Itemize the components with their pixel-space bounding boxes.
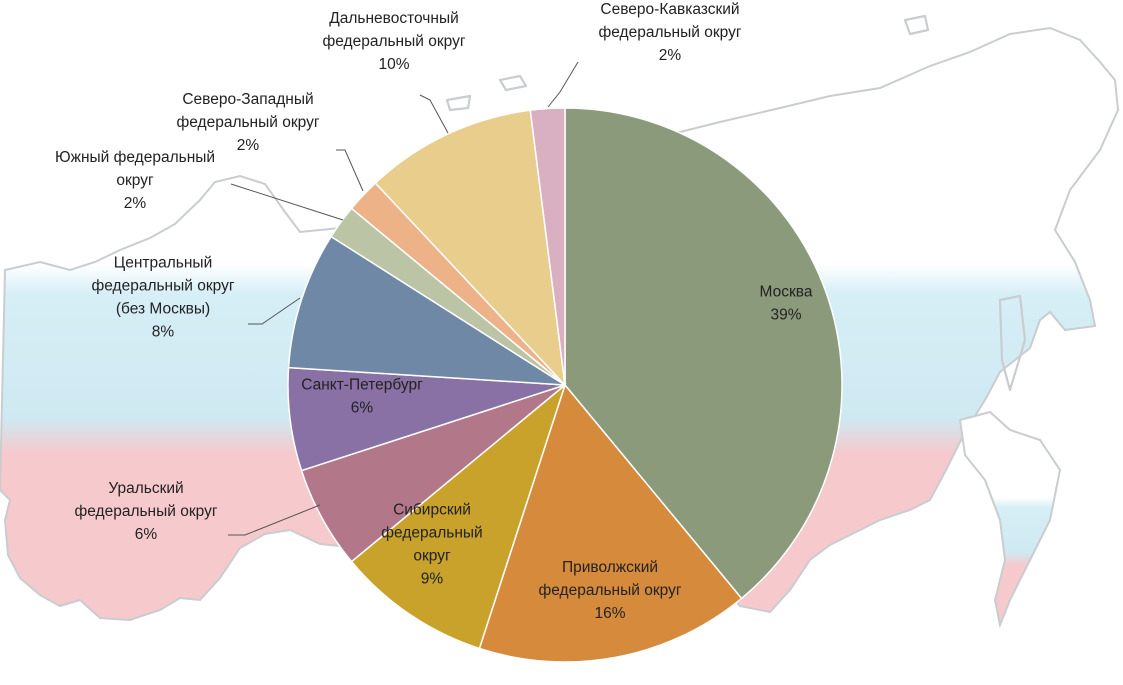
slice-name-line: Южный федеральный (55, 149, 215, 166)
slice-label-8: Дальневосточный федеральный округ 10% (323, 10, 466, 73)
slice-percent-label: 2% (659, 47, 682, 64)
pie-slice-5 (287, 235, 566, 386)
pie-slice-0 (564, 107, 843, 600)
slice-label-6: Южный федеральный округ 2% (55, 149, 215, 212)
slice-percent-label: 6% (135, 526, 158, 543)
slice-name-line: Северо-Западный (182, 91, 313, 108)
slice-name-line: федеральный округ (75, 503, 218, 520)
map-island-3 (903, 14, 930, 36)
slice-name-line: Санкт-Петербург (301, 377, 423, 394)
pie-slice-2 (350, 382, 567, 650)
slice-name-line: Дальневосточный (329, 10, 459, 27)
slice-label-9: Северо-Кавказский федеральный округ 2% (599, 1, 742, 64)
slice-name-line: федеральный (381, 525, 482, 542)
slice-label-4: Санкт-Петербург 6% (301, 377, 423, 417)
slice-label-3: Уральский федеральный округ 6% (75, 480, 218, 543)
leader-line-9 (547, 61, 579, 108)
leader-line-3 (228, 504, 321, 536)
slice-name-line: Москва (760, 284, 813, 301)
slice-percent-label: 16% (594, 605, 625, 622)
slice-name-line: округ (116, 172, 154, 189)
slice-label-7: Северо-Западный федеральный округ 2% (177, 91, 320, 154)
slice-percent-label: 2% (237, 137, 260, 154)
slice-name-line: Центральный (114, 255, 212, 272)
pie-slice-9 (529, 107, 566, 386)
slice-name-line: (без Москвы) (116, 301, 210, 318)
map-sakhalin (998, 294, 1027, 392)
slice-percent-label: 39% (770, 307, 801, 324)
leader-line-8 (419, 94, 449, 134)
leader-line-7 (336, 149, 364, 192)
slice-name-line: федеральный округ (539, 582, 682, 599)
leader-line-6 (230, 183, 344, 221)
pie-slice-1 (478, 383, 743, 663)
slice-name-line: федеральный округ (92, 278, 235, 295)
map-far-east-peninsula (958, 410, 1062, 629)
slice-name-line: Северо-Кавказский (600, 1, 739, 18)
slice-percent-label: 9% (421, 571, 444, 588)
slice-name-line: федеральный округ (323, 33, 466, 50)
slice-label-2: Сибирский федеральный округ 9% (381, 502, 482, 588)
map-island-2 (498, 74, 528, 92)
slice-label-1: Приволжский федеральный округ 16% (539, 559, 682, 622)
pie-slice-8 (374, 109, 567, 388)
slice-percent-label: 10% (378, 56, 409, 73)
slice-labels: Москва 39% Приволжский федеральный округ 16%… (55, 1, 813, 622)
slice-label-5: Центральный федеральный округ (без Москвы)… (92, 255, 235, 341)
leader-lines (228, 61, 579, 536)
slice-name-line: Уральский (108, 480, 183, 497)
slice-name-line: Сибирский (393, 502, 471, 519)
slice-percent-label: 2% (124, 195, 147, 212)
map-island-1 (445, 94, 472, 112)
slice-name-line: федеральный округ (177, 114, 320, 131)
leader-line-5 (248, 297, 301, 325)
pie-slices (287, 107, 843, 663)
slice-name-line: Приволжский (562, 559, 658, 576)
slice-percent-label: 8% (152, 324, 175, 341)
slice-name-line: округ (413, 548, 451, 565)
slice-percent-label: 6% (351, 400, 374, 417)
slice-label-0: Москва 39% (760, 284, 813, 324)
slice-name-line: федеральный округ (599, 24, 742, 41)
